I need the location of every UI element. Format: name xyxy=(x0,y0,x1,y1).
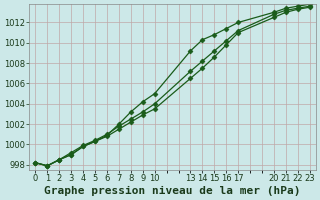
X-axis label: Graphe pression niveau de la mer (hPa): Graphe pression niveau de la mer (hPa) xyxy=(44,186,301,196)
